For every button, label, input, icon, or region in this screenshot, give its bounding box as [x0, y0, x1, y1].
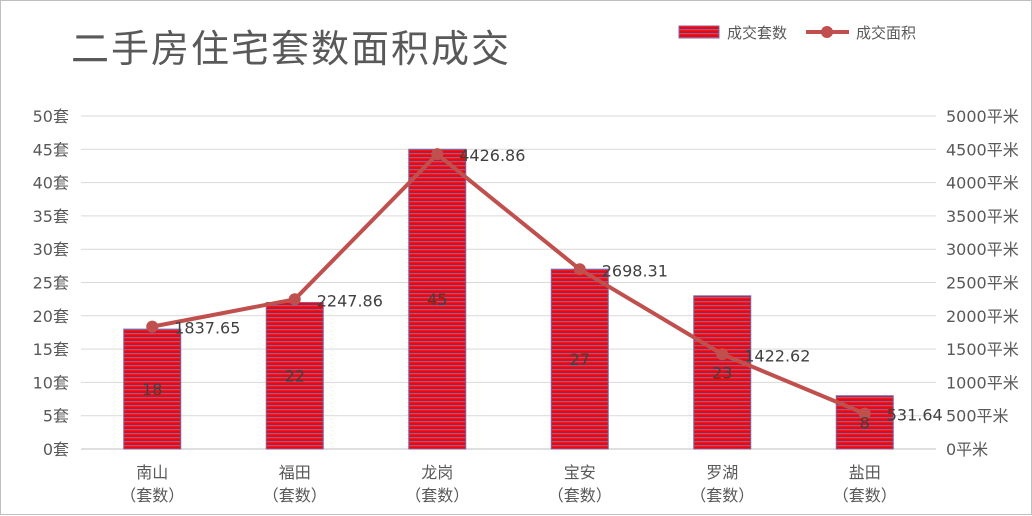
y-left-tick-label: 45套 [33, 140, 69, 159]
y-right-tick-label: 4000平米 [946, 174, 1019, 193]
x-category-sublabel: （套数） [690, 486, 754, 505]
line-point [146, 320, 159, 333]
y-left-tick-label: 40套 [33, 174, 69, 193]
line-value-label: 1422.62 [744, 346, 810, 365]
y-right-tick-label: 1500平米 [946, 340, 1019, 359]
y-left-tick-label: 0套 [43, 440, 69, 459]
y-right-tick-label: 2500平米 [946, 274, 1019, 293]
x-category-sublabel: （套数） [263, 486, 327, 505]
legend-line-marker [821, 26, 833, 38]
y-right-tick-label: 500平米 [946, 407, 1009, 426]
y-right-tick-label: 1000平米 [946, 373, 1019, 392]
line-point [573, 263, 586, 276]
bar-value-label: 27 [570, 350, 590, 369]
y-right-tick-label: 4500平米 [946, 140, 1019, 159]
bar-value-label: 23 [712, 363, 732, 382]
line-value-label: 531.64 [887, 406, 943, 425]
line-point [288, 293, 301, 306]
line-point [858, 407, 871, 420]
y-right-tick-label: 2000平米 [946, 307, 1019, 326]
y-left-tick-label: 5套 [43, 407, 69, 426]
x-category-label: 罗湖 [706, 463, 738, 482]
bar-value-label: 45 [427, 290, 447, 309]
area-line [151, 152, 866, 416]
legend-bar-swatch [678, 25, 720, 39]
y-left-tick-label: 25套 [33, 274, 69, 293]
legend-bar-label: 成交套数 [727, 24, 787, 42]
line-value-label: 1837.65 [174, 319, 240, 338]
y-left-tick-label: 35套 [33, 207, 69, 226]
legend-line-label: 成交面积 [856, 24, 916, 42]
chart-title: 二手房住宅套数面积成交 [71, 27, 511, 71]
x-category-label: 福田 [279, 463, 311, 482]
x-category-sublabel: （套数） [120, 486, 184, 505]
bar [408, 148, 467, 450]
line-point [431, 148, 444, 161]
axis-labels: 0套 0平米 5套 500平米 10套 1000平米 15套 1500平米 20套 2000平米 2… [33, 107, 1019, 505]
y-left-tick-label: 20套 [33, 307, 69, 326]
bar-series [123, 148, 894, 450]
x-category-sublabel: （套数） [833, 486, 897, 505]
x-category-label: 宝安 [564, 463, 596, 482]
y-left-tick-label: 10套 [33, 373, 69, 392]
line-point [716, 348, 729, 361]
y-left-tick-label: 50套 [33, 107, 69, 126]
bar-value-label: 8 [860, 413, 870, 432]
bar [123, 328, 182, 450]
x-category-sublabel: （套数） [548, 486, 612, 505]
y-left-tick-label: 30套 [33, 240, 69, 259]
x-category-sublabel: （套数） [405, 486, 469, 505]
y-right-tick-label: 5000平米 [946, 107, 1019, 126]
bar-value-label: 22 [285, 367, 305, 386]
bar [550, 268, 609, 450]
bar [265, 301, 324, 450]
x-category-label: 南山 [136, 463, 168, 482]
data-labels: 18 22 45 27 23 8 1837.65 2247.86 4426.86 2698.31 1… [142, 146, 943, 432]
line-series [146, 148, 871, 420]
line-value-label: 2247.86 [317, 291, 383, 310]
line-value-label: 4426.86 [459, 146, 525, 165]
line-value-label: 2698.31 [602, 261, 668, 280]
y-right-tick-label: 3000平米 [946, 240, 1019, 259]
y-right-tick-label: 3500平米 [946, 207, 1019, 226]
x-category-label: 盐田 [849, 463, 881, 482]
legend: 成交套数 成交面积 [678, 24, 916, 42]
y-right-tick-label: 0平米 [946, 440, 988, 459]
bar-value-label: 18 [142, 380, 162, 399]
y-left-tick-label: 15套 [33, 340, 69, 359]
x-category-label: 龙岗 [421, 463, 453, 482]
bar [693, 295, 752, 450]
grid-lines [81, 115, 936, 450]
